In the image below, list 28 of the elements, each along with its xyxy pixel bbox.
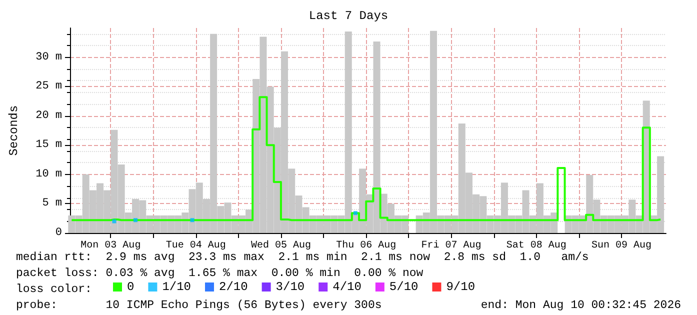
x-tick-label: Mon 03 Aug [80,240,141,252]
text: probe: 10 ICMP Echo Pings (56 Bytes) every 300s [16,299,382,313]
y-tick-label: 0 [55,227,62,239]
x-tick-label: Thu 06 Aug [336,240,396,252]
legend-label: 9/10 [446,280,476,294]
legend-title: loss color: [16,283,92,297]
y-axis-title: Seconds [7,105,21,156]
y-tick-label: 5 m [42,198,62,210]
x-tick-label: Tue 04 Aug [166,240,226,252]
legend-label: 3/10 [276,280,305,294]
y-tick-label: 30 m [36,51,62,64]
legend-label: 4/10 [332,280,362,294]
legend-label: 0 [127,280,134,294]
legend-label: 2/10 [219,280,248,294]
x-tick-label: Wed 05 Aug [250,240,311,252]
x-tick-label: Sun 09 Aug [592,240,652,252]
x-tick-label: Fri 07 Aug [421,240,482,252]
text: end: Mon Aug 10 00:32:45 2026 [480,299,681,313]
legend-label: 1/10 [162,280,192,294]
legend-label: 5/10 [389,280,418,294]
y-tick-label: 10 m [36,168,62,180]
text: packet loss: 0.03 % avg 1.65 % max 0.00 % min 0.00 % now [16,267,424,281]
y-tick-label: 20 m [36,110,62,122]
x-tick-label: Sat 08 Aug [506,240,566,252]
chart-title: Last 7 Days [308,9,388,23]
y-tick-label: 25 m [36,80,62,93]
y-tick-label: 15 m [36,139,62,152]
text: median rtt: 2.9 ms avg 23.3 ms max 2.1 ms min 2.1 ms now 2.8 ms sd 1.0 am/s [16,251,589,265]
